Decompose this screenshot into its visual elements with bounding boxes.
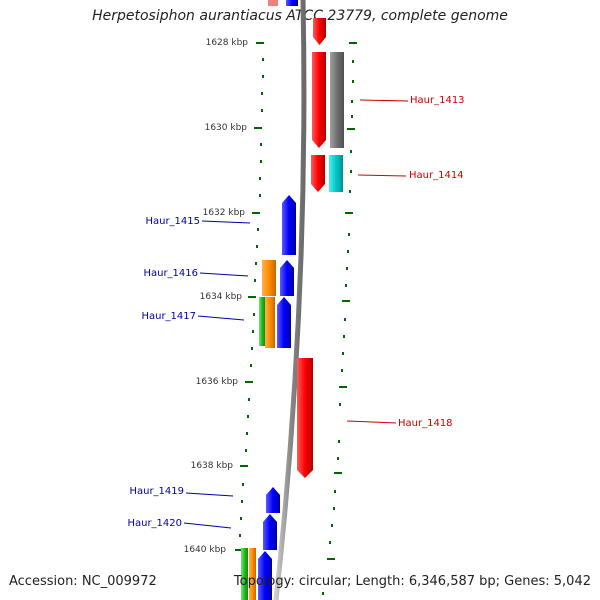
tick-label-1628: 1628 kbp <box>206 38 249 48</box>
leader-line-haur-1418 <box>346 420 397 424</box>
outer-dot-ring <box>322 60 354 595</box>
tick-label-1634: 1634 kbp <box>200 292 243 302</box>
leader-line-haur-1420 <box>183 522 232 529</box>
tick-mark-1638 <box>240 465 248 467</box>
gene-arrow-haur-1417 <box>277 297 291 348</box>
leader-line-haur-1414 <box>357 174 407 177</box>
leader-line-haur-1415 <box>201 220 251 224</box>
cog-block-partial-bottom-green <box>241 548 248 600</box>
gene-arrow-partial-bottom-reverse <box>258 551 272 600</box>
tick-label-1632: 1632 kbp <box>203 208 246 218</box>
tick-label-1638: 1638 kbp <box>191 461 234 471</box>
gene-arrow-partial-top-reverse <box>286 0 298 6</box>
accession-text: Accession: NC_009972 <box>9 574 157 589</box>
tick-label-1636: 1636 kbp <box>196 377 239 387</box>
tick-mark-1628 <box>256 42 264 44</box>
leader-line-haur-1417 <box>197 315 245 321</box>
gene-label-haur-1416[interactable]: Haur_1416 <box>143 268 198 279</box>
gene-arrow-haur-1415 <box>282 195 296 255</box>
gene-arrow-haur-1413 <box>312 52 326 148</box>
gene-arrow-partial-top-forward <box>313 18 326 45</box>
gene-label-haur-1419[interactable]: Haur_1419 <box>129 486 184 497</box>
tick-mark-1634 <box>248 296 256 298</box>
gene-arrow-haur-1416 <box>280 260 294 296</box>
tick-label-1630: 1630 kbp <box>205 123 248 133</box>
tick-label-1640: 1640 kbp <box>184 545 227 555</box>
gene-label-haur-1418[interactable]: Haur_1418 <box>398 418 453 429</box>
cog-block-haur-1413 <box>330 52 344 148</box>
genome-stats-text: Topology: circular; Length: 6,346,587 bp… <box>233 574 591 589</box>
genome-backbone <box>273 0 307 600</box>
outer-major-ticks <box>327 42 357 560</box>
gene-label-haur-1417[interactable]: Haur_1417 <box>141 311 196 322</box>
gene-arrow-haur-1414 <box>311 155 325 192</box>
gene-arrow-partial-top-pink <box>268 0 278 6</box>
cog-block-haur-1414 <box>329 155 343 192</box>
cog-block-partial-bottom-orange <box>249 548 256 600</box>
gene-label-haur-1420[interactable]: Haur_1420 <box>127 518 182 529</box>
inner-dot-ring <box>239 58 264 537</box>
leader-line-haur-1419 <box>185 492 234 497</box>
gene-arrow-haur-1419 <box>266 487 280 513</box>
cog-block-haur-1416 <box>262 260 276 296</box>
gene-arrow-haur-1420 <box>263 514 277 550</box>
leader-line-haur-1413 <box>359 99 409 102</box>
tick-mark-1630 <box>254 127 262 129</box>
cog-block-haur-1417-green <box>259 297 265 346</box>
tick-mark-1632 <box>252 212 260 214</box>
gene-arrow-haur-1418 <box>297 358 313 478</box>
gene-label-haur-1414[interactable]: Haur_1414 <box>409 170 464 181</box>
gene-labels: Haur_1413 Haur_1414 Haur_1415 Haur_1416 Haur… <box>127 95 464 529</box>
cog-block-haur-1417 <box>265 297 275 348</box>
tick-mark-1636 <box>245 381 253 383</box>
gene-features <box>241 0 344 600</box>
gene-label-haur-1415[interactable]: Haur_1415 <box>145 216 200 227</box>
gene-label-haur-1413[interactable]: Haur_1413 <box>410 95 465 106</box>
genome-title: Herpetosiphon aurantiacus ATCC 23779, co… <box>92 8 508 24</box>
tick-mark-1640 <box>235 549 243 551</box>
kbp-ticks: 1628 kbp 1630 kbp 1632 kbp 1634 kbp 1636 kbp… <box>184 38 264 555</box>
leader-line-haur-1416 <box>199 272 249 277</box>
